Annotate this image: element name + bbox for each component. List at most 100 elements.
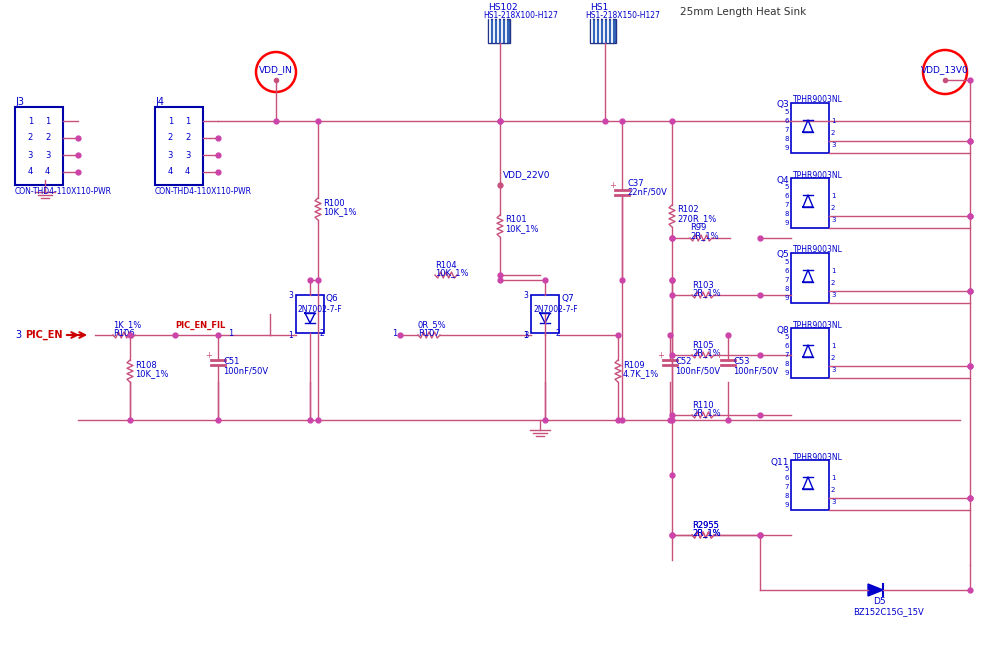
Text: 4.7K_1%: 4.7K_1%	[623, 369, 659, 378]
Text: 2R_1%: 2R_1%	[692, 408, 721, 417]
Text: 1K_1%: 1K_1%	[113, 320, 141, 330]
Text: 4: 4	[28, 168, 33, 177]
Text: 3: 3	[185, 151, 190, 159]
Text: R109: R109	[623, 361, 645, 369]
Text: VDD_22V0: VDD_22V0	[503, 170, 550, 179]
Text: 4: 4	[45, 168, 50, 177]
Text: 7: 7	[784, 352, 789, 358]
Text: 22nF/50V: 22nF/50V	[627, 187, 667, 196]
Text: 2R_1%: 2R_1%	[692, 348, 721, 358]
Text: R104: R104	[435, 261, 457, 270]
Text: 10K_1%: 10K_1%	[135, 369, 168, 378]
Text: 1: 1	[288, 330, 293, 339]
Text: 3: 3	[45, 151, 50, 159]
Text: R100: R100	[323, 198, 345, 207]
Text: 3: 3	[831, 499, 836, 505]
Text: J3: J3	[15, 97, 24, 107]
Text: 1: 1	[392, 328, 397, 337]
Text: 8: 8	[784, 361, 789, 367]
Text: R108: R108	[135, 361, 157, 369]
Text: 9: 9	[784, 220, 789, 226]
Bar	[155, 107, 203, 185]
Bar	[791, 328, 829, 378]
Text: 0R_5%: 0R_5%	[418, 320, 447, 330]
Text: 3: 3	[831, 217, 836, 223]
Text: 1: 1	[28, 116, 33, 125]
Text: +: +	[206, 352, 212, 361]
Text: HS1: HS1	[590, 3, 608, 12]
Text: R105: R105	[692, 341, 714, 350]
Text: 2: 2	[831, 205, 835, 211]
Text: 100nF/50V: 100nF/50V	[733, 367, 778, 376]
Text: 6: 6	[784, 268, 789, 274]
Text: 1: 1	[45, 116, 50, 125]
Text: 6: 6	[784, 118, 789, 124]
Text: 8: 8	[784, 136, 789, 142]
Text: 2: 2	[555, 328, 560, 337]
Text: 3: 3	[523, 291, 528, 300]
Text: R103: R103	[692, 281, 714, 289]
Text: BZ152C15G_15V: BZ152C15G_15V	[853, 608, 924, 616]
Text: 2: 2	[185, 133, 190, 142]
Text: 7: 7	[784, 127, 789, 133]
Text: 7: 7	[784, 277, 789, 283]
Text: 6: 6	[784, 475, 789, 481]
Text: TPHR9003NL: TPHR9003NL	[793, 246, 843, 255]
Bar	[296, 295, 324, 333]
Text: HS1-218X100-H127: HS1-218X100-H127	[483, 10, 558, 20]
Text: TPHR9003NL: TPHR9003NL	[793, 96, 843, 105]
Bar	[531, 295, 559, 333]
Text: 6: 6	[784, 193, 789, 199]
Text: 10K_1%: 10K_1%	[505, 224, 538, 233]
Text: 1: 1	[831, 268, 836, 274]
Text: R101: R101	[505, 216, 527, 224]
Text: +: +	[716, 352, 722, 361]
Text: 10K_1%: 10K_1%	[323, 207, 356, 216]
Text: PIC_EN_FIL: PIC_EN_FIL	[175, 320, 225, 330]
Text: 5: 5	[785, 466, 789, 472]
Text: Q5: Q5	[776, 250, 789, 259]
Bar	[590, 19, 616, 43]
Text: 3: 3	[831, 142, 836, 148]
Text: R107: R107	[418, 328, 440, 337]
Text: R110: R110	[692, 400, 714, 410]
Text: 1: 1	[831, 475, 836, 481]
Text: 8: 8	[784, 211, 789, 217]
Text: 3: 3	[28, 151, 33, 159]
Text: 9: 9	[784, 502, 789, 508]
Text: 2: 2	[28, 133, 33, 142]
Text: R2955: R2955	[692, 521, 719, 530]
Text: 3: 3	[523, 330, 528, 339]
Text: C37: C37	[627, 179, 644, 187]
Text: 2: 2	[168, 133, 173, 142]
Text: 1: 1	[523, 330, 528, 339]
Text: +: +	[610, 181, 616, 190]
Text: 4: 4	[168, 168, 173, 177]
Text: TPHR9003NL: TPHR9003NL	[793, 452, 843, 462]
Text: 2N7002-7-F: 2N7002-7-F	[298, 304, 343, 313]
Text: 5: 5	[785, 259, 789, 265]
Text: R99: R99	[690, 224, 706, 233]
Text: TPHR9003NL: TPHR9003NL	[793, 170, 843, 179]
Text: TPHR9003NL: TPHR9003NL	[793, 320, 843, 330]
Text: C51: C51	[223, 358, 239, 367]
Text: 270R_1%: 270R_1%	[677, 214, 716, 224]
Text: 10K_1%: 10K_1%	[435, 268, 468, 278]
Text: 2R_1%: 2R_1%	[690, 231, 719, 240]
Text: Q6: Q6	[326, 294, 339, 302]
Text: 7: 7	[784, 484, 789, 490]
Text: 3: 3	[168, 151, 173, 159]
Text: 2: 2	[831, 487, 835, 493]
Text: 100nF/50V: 100nF/50V	[675, 367, 720, 376]
Text: 1: 1	[168, 116, 173, 125]
Text: J4: J4	[155, 97, 164, 107]
Text: VDD_13V0: VDD_13V0	[921, 66, 969, 75]
Text: 1: 1	[185, 116, 190, 125]
Text: 2R_1%: 2R_1%	[692, 528, 721, 538]
Text: D5: D5	[873, 597, 886, 606]
Bar	[791, 103, 829, 153]
Text: 2N7002-7-F: 2N7002-7-F	[533, 304, 578, 313]
Text: 2R_1%: 2R_1%	[692, 289, 721, 298]
Text: 2: 2	[831, 355, 835, 361]
Bar	[15, 107, 63, 185]
